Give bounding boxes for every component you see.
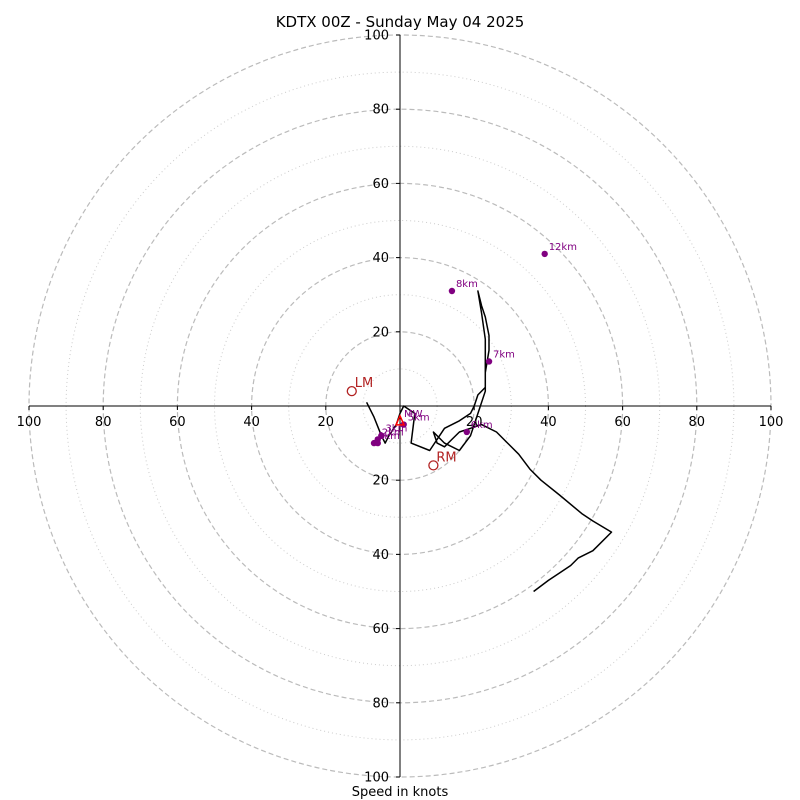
- x-axis-label: Speed in knots: [352, 785, 449, 800]
- height-marker-label: 2km: [382, 427, 404, 438]
- y-tick-label: 20: [372, 474, 389, 489]
- x-tick-label: 20: [318, 415, 335, 430]
- x-tick-label: 80: [689, 415, 706, 430]
- x-tick-label: 60: [614, 415, 631, 430]
- y-tick-label: 40: [372, 251, 389, 266]
- height-marker-label: 6km: [471, 420, 493, 431]
- height-marker-dot: [463, 428, 470, 436]
- mean-wind-label: MW: [404, 409, 423, 420]
- x-tick-label: 80: [95, 415, 112, 430]
- height-marker-label: 7km: [493, 349, 515, 360]
- height-marker-dot: [378, 432, 385, 439]
- height-marker-dot: [448, 287, 456, 295]
- storm-motion-label: LM: [355, 376, 373, 391]
- y-tick-label: 80: [372, 696, 389, 711]
- y-tick-label: 100: [364, 29, 389, 44]
- height-marker-dot: [541, 250, 548, 258]
- height-marker-dot: [485, 358, 493, 365]
- y-tick-label: 20: [372, 325, 389, 340]
- height-marker-label: 3km: [385, 424, 407, 435]
- hodograph-line: [365, 290, 613, 593]
- height-marker-dot: [374, 439, 381, 447]
- x-tick-label: 100: [17, 415, 42, 430]
- storm-motion-marker: [428, 460, 439, 471]
- y-tick-label: 100: [364, 771, 389, 786]
- x-tick-label: 60: [169, 415, 186, 430]
- height-marker-label: 1km: [378, 431, 400, 442]
- y-tick-label: 80: [372, 103, 389, 118]
- y-tick-label: 40: [372, 548, 389, 563]
- chart-title: KDTX 00Z - Sunday May 04 2025: [276, 13, 525, 31]
- mean-wind-marker: [394, 413, 406, 426]
- storm-motion-marker: [346, 386, 357, 397]
- x-tick-label: 40: [243, 415, 260, 430]
- hodograph-trace: [365, 290, 613, 593]
- storm-motion-markers: LM RM MW: [346, 376, 457, 471]
- height-marker-label: 12km: [549, 242, 577, 253]
- axes: [29, 35, 771, 777]
- x-tick-label: 100: [759, 415, 784, 430]
- x-tick-label: 40: [540, 415, 557, 430]
- height-marker-label: 5km: [408, 413, 430, 424]
- storm-motion-label: RM: [436, 450, 456, 465]
- height-marker-label: 8km: [456, 279, 478, 290]
- y-tick-label: 60: [372, 177, 389, 192]
- y-tick-label: 60: [372, 622, 389, 637]
